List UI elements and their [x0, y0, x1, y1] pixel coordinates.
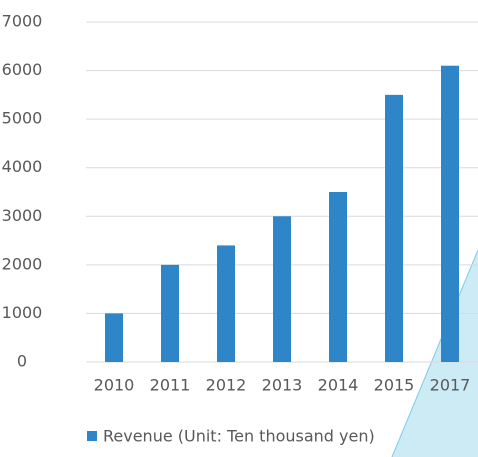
y-tick-label: 0 [17, 352, 27, 371]
x-tick-label: 2012 [206, 376, 247, 395]
decoration-edge [391, 249, 478, 457]
legend-label: Revenue (Unit: Ten thousand yen) [103, 427, 375, 446]
x-tick-label: 2010 [94, 376, 135, 395]
bar [217, 245, 235, 362]
bar [161, 264, 179, 362]
bar [441, 65, 459, 362]
bar [105, 313, 123, 362]
legend: Revenue (Unit: Ten thousand yen) [87, 427, 375, 446]
bar [385, 94, 403, 362]
x-tick-label: 2014 [318, 376, 359, 395]
bar [329, 192, 347, 362]
y-tick-label: 1000 [2, 303, 43, 322]
y-tick-label: 2000 [2, 254, 43, 273]
y-tick-label: 5000 [2, 109, 43, 128]
bar [273, 216, 291, 362]
y-tick-label: 3000 [2, 206, 43, 225]
x-tick-label: 2017 [430, 376, 471, 395]
x-tick-label: 2015 [374, 376, 415, 395]
y-tick-label: 6000 [2, 60, 43, 79]
x-tick-label: 2013 [262, 376, 303, 395]
x-tick-label: 2011 [150, 376, 191, 395]
y-tick-label: 4000 [2, 157, 43, 176]
y-tick-label: 7000 [2, 12, 43, 31]
legend-swatch [87, 431, 97, 441]
